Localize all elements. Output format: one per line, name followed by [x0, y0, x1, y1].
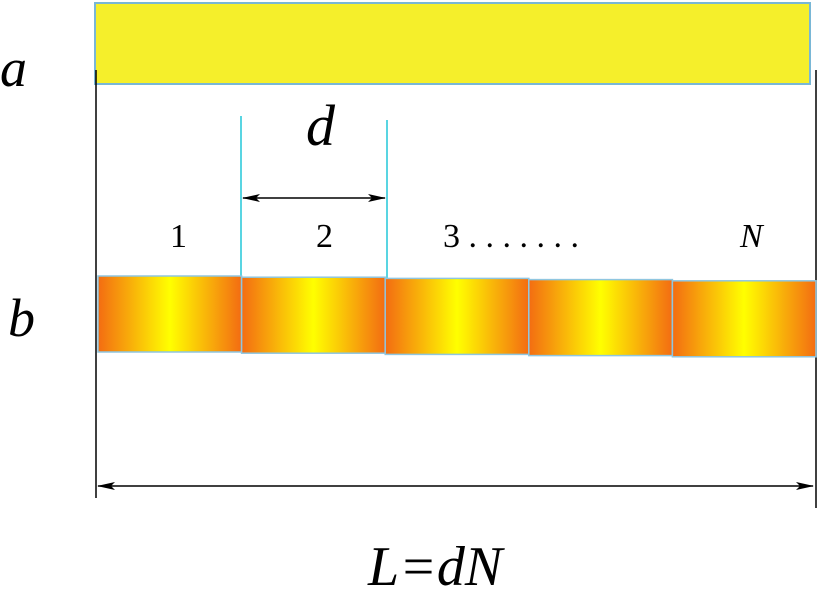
segment-labels: 1 2 3 . . . . . . . N — [170, 218, 765, 255]
segment-label-5: N — [739, 218, 765, 255]
period-label: d — [306, 93, 336, 158]
row-a-label: a — [0, 38, 27, 98]
segment-label-1: 1 — [170, 218, 187, 255]
bar-a — [94, 2, 811, 85]
segment-4 — [528, 278, 674, 357]
segment-3 — [384, 277, 530, 356]
segment-2 — [240, 276, 386, 354]
bar-b — [97, 275, 817, 358]
segment-label-3: 3 . . . . . . . — [443, 218, 579, 255]
segment-label-2: 2 — [316, 218, 333, 255]
formula-label: L=dN — [367, 536, 505, 598]
row-b-label: b — [8, 288, 35, 348]
segment-1 — [97, 275, 243, 353]
segment-5 — [671, 280, 817, 358]
